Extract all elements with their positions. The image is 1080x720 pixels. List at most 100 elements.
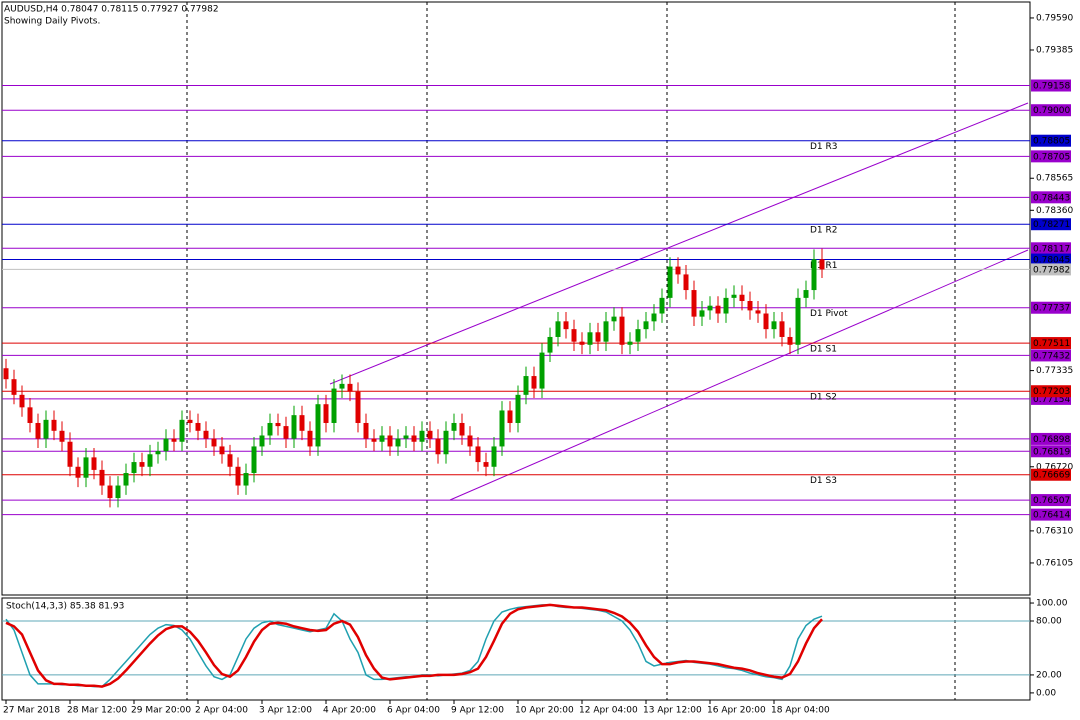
channel-upper bbox=[329, 102, 1029, 385]
candle-body bbox=[819, 259, 825, 270]
price-box-label: 0.78705 bbox=[1033, 152, 1070, 162]
x-tick-label: 10 Apr 20:00 bbox=[515, 706, 574, 716]
candle-body bbox=[547, 336, 553, 353]
candle-body bbox=[163, 438, 169, 452]
price-box-label: 0.77982 bbox=[1033, 265, 1070, 275]
candle-body bbox=[83, 457, 89, 478]
candle-body bbox=[539, 352, 545, 389]
x-tick-label: 29 Mar 20:00 bbox=[131, 706, 191, 716]
candle-body bbox=[603, 321, 609, 342]
candle-body bbox=[715, 305, 721, 314]
x-tick-label: 4 Apr 20:00 bbox=[323, 706, 376, 716]
candle-body bbox=[747, 301, 753, 311]
candle-body bbox=[339, 383, 345, 389]
candle-body bbox=[667, 266, 673, 298]
candle-body bbox=[387, 435, 393, 447]
price-box-label: 0.77511 bbox=[1033, 339, 1070, 349]
candle-body bbox=[787, 336, 793, 345]
price-box bbox=[1031, 242, 1071, 255]
candle-body bbox=[115, 485, 121, 499]
candle-body bbox=[771, 321, 777, 330]
stoch-title: Stoch(14,3,3) 85.38 81.93 bbox=[6, 602, 124, 612]
candle-body bbox=[251, 446, 257, 474]
pivot-label: D1 Pivot bbox=[810, 309, 848, 319]
candle-body bbox=[355, 391, 361, 423]
candle-body bbox=[595, 332, 601, 342]
candle-body bbox=[395, 438, 401, 447]
candle-body bbox=[315, 404, 321, 447]
candle-body bbox=[259, 435, 265, 447]
candle-body bbox=[99, 469, 105, 486]
candle-body bbox=[483, 462, 489, 467]
candle-body bbox=[443, 430, 449, 455]
y-tick-label: 20.00 bbox=[1036, 670, 1062, 680]
price-box bbox=[1031, 445, 1071, 458]
candle-body bbox=[299, 415, 305, 431]
price-box bbox=[1031, 432, 1071, 445]
candle-body bbox=[459, 422, 465, 436]
y-tick-label: 80.00 bbox=[1036, 617, 1062, 627]
price-box-label: 0.79158 bbox=[1033, 82, 1070, 92]
candle-body bbox=[427, 430, 433, 439]
x-tick-label: 28 Mar 12:00 bbox=[67, 706, 127, 716]
candle-body bbox=[307, 430, 313, 447]
candle-body bbox=[283, 426, 289, 439]
candle-body bbox=[275, 422, 281, 427]
y-tick-label: 0.79590 bbox=[1036, 13, 1073, 23]
candle-body bbox=[811, 259, 817, 291]
candle-body bbox=[627, 341, 633, 345]
candle-body bbox=[171, 438, 177, 442]
candle-body bbox=[27, 407, 33, 423]
period-separators bbox=[186, 2, 956, 700]
candle-body bbox=[19, 394, 25, 408]
candle-body bbox=[515, 394, 521, 423]
price-box bbox=[1031, 468, 1071, 481]
candle-body bbox=[563, 321, 569, 330]
candle-body bbox=[323, 404, 329, 423]
price-box bbox=[1031, 150, 1071, 163]
candle-body bbox=[411, 435, 417, 442]
candle-body bbox=[651, 313, 657, 322]
candle-body bbox=[675, 266, 681, 275]
price-box bbox=[1031, 104, 1071, 117]
price-box bbox=[1031, 337, 1071, 350]
candle-body bbox=[699, 310, 705, 317]
candle-body bbox=[243, 473, 249, 486]
price-box-label: 0.78045 bbox=[1033, 256, 1070, 266]
candle-body bbox=[499, 410, 505, 447]
candle-body bbox=[611, 316, 617, 322]
candle-body bbox=[403, 435, 409, 439]
candle-body bbox=[475, 446, 481, 463]
price-box-label: 0.77154 bbox=[1033, 395, 1070, 405]
price-box-label: 0.78443 bbox=[1033, 193, 1070, 203]
candle-body bbox=[379, 435, 385, 442]
candle-body bbox=[419, 430, 425, 442]
x-tick-label: 18 Apr 04:00 bbox=[771, 706, 830, 716]
price-box bbox=[1031, 79, 1071, 92]
y-tick-label: 0.76310 bbox=[1036, 526, 1073, 536]
price-box-label: 0.78271 bbox=[1033, 220, 1070, 230]
x-tick-label: 3 Apr 12:00 bbox=[259, 706, 312, 716]
candle-body bbox=[123, 473, 129, 486]
candle-body bbox=[227, 454, 233, 467]
candle-body bbox=[59, 430, 65, 442]
candle-body bbox=[187, 419, 193, 423]
candle-body bbox=[507, 410, 513, 423]
candle-body bbox=[203, 430, 209, 439]
candle-body bbox=[211, 438, 217, 447]
candle-body bbox=[619, 316, 625, 345]
candle-body bbox=[571, 329, 577, 342]
pivot-label: D1 S1 bbox=[810, 345, 837, 355]
y-tick-label: 0.76105 bbox=[1036, 558, 1073, 568]
price-box-label: 0.78805 bbox=[1033, 137, 1070, 147]
candle-body bbox=[763, 313, 769, 330]
candle-body bbox=[43, 419, 49, 439]
candle-body bbox=[35, 422, 41, 439]
candle-body bbox=[451, 422, 457, 431]
candle-body bbox=[531, 376, 537, 389]
y-tick-label: 0.79385 bbox=[1036, 46, 1073, 56]
pivot-label: D1 S2 bbox=[810, 393, 837, 403]
candle-body bbox=[435, 438, 441, 455]
y-tick-label: 0.76720 bbox=[1036, 462, 1073, 472]
main-frame bbox=[1, 1, 1031, 596]
